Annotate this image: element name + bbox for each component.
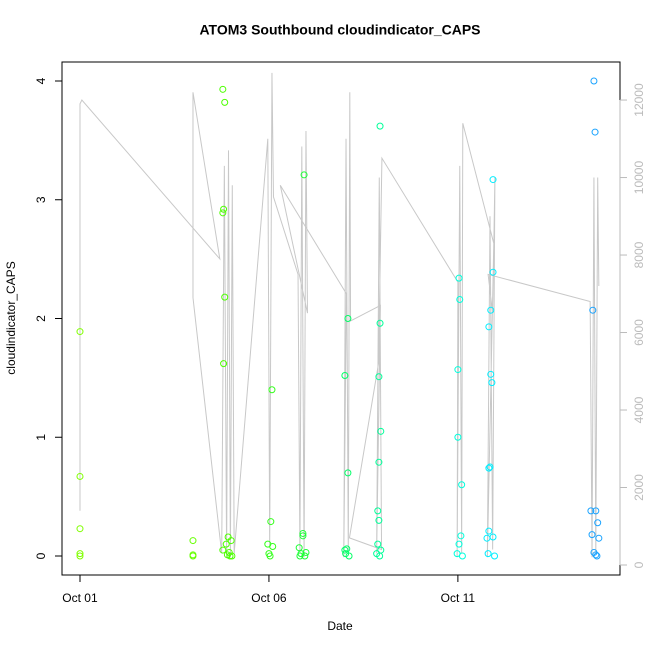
point xyxy=(457,532,465,540)
point xyxy=(590,77,598,85)
point xyxy=(268,386,276,394)
point xyxy=(221,98,229,106)
point xyxy=(377,427,385,435)
point xyxy=(76,525,84,533)
y-tick-label: 3 xyxy=(34,196,48,203)
point xyxy=(376,552,384,560)
point xyxy=(454,433,462,441)
y-tick-label: 4 xyxy=(34,77,48,84)
point xyxy=(341,372,349,379)
point xyxy=(589,306,597,314)
point xyxy=(343,545,351,553)
point xyxy=(76,550,84,558)
point xyxy=(227,537,235,545)
point xyxy=(455,540,463,548)
point xyxy=(592,551,600,559)
point xyxy=(485,323,493,331)
point xyxy=(345,552,353,560)
point xyxy=(591,128,599,136)
y-tick-label: 1 xyxy=(34,434,48,441)
point xyxy=(219,546,227,554)
point xyxy=(454,366,462,374)
point xyxy=(189,537,197,545)
point xyxy=(295,544,303,552)
point xyxy=(375,516,383,524)
point xyxy=(486,463,494,471)
point xyxy=(374,507,382,515)
point xyxy=(296,552,304,560)
point xyxy=(487,306,495,314)
point xyxy=(266,552,274,560)
y-axis-label: cloudindicator_CAPS xyxy=(4,261,18,374)
y2-tick-label: 0 xyxy=(632,561,646,568)
point xyxy=(485,527,493,535)
point xyxy=(458,552,466,560)
point xyxy=(219,209,227,217)
point xyxy=(491,552,499,560)
point xyxy=(588,531,596,539)
x-tick-label: Oct 11 xyxy=(441,591,476,605)
point xyxy=(228,552,236,560)
x-tick-label: Oct 06 xyxy=(251,591,287,605)
point xyxy=(489,268,497,276)
point xyxy=(374,540,382,548)
point xyxy=(593,552,601,560)
point xyxy=(344,315,352,322)
point xyxy=(489,176,497,184)
point xyxy=(221,293,229,301)
point xyxy=(484,550,492,558)
line xyxy=(79,72,600,558)
point xyxy=(594,519,602,527)
point xyxy=(269,543,277,550)
point xyxy=(592,507,600,515)
point xyxy=(267,518,275,526)
y2-tick-label: 8000 xyxy=(632,241,646,268)
x-axis-label: Date xyxy=(327,619,353,633)
point xyxy=(375,458,383,466)
y-tick-label: 2 xyxy=(34,315,48,322)
point xyxy=(189,552,197,560)
point xyxy=(488,379,496,387)
point xyxy=(458,481,466,489)
chart-title: ATOM3 Southbound cloudindicator_CAPS xyxy=(199,22,480,38)
point xyxy=(485,464,493,472)
point xyxy=(76,552,84,560)
point xyxy=(595,534,603,542)
point xyxy=(456,296,464,303)
point xyxy=(487,370,495,378)
y2-tick-label: 2000 xyxy=(632,474,646,501)
point xyxy=(76,472,84,480)
point xyxy=(483,534,491,542)
y-tick-label: 0 xyxy=(34,552,48,559)
point xyxy=(344,469,352,477)
point xyxy=(455,274,463,282)
point xyxy=(299,529,307,537)
point xyxy=(376,122,384,130)
y2-tick-label: 4000 xyxy=(632,396,646,423)
point xyxy=(219,85,227,93)
point xyxy=(220,360,228,368)
point xyxy=(299,532,307,540)
point xyxy=(300,171,308,179)
point xyxy=(375,373,383,381)
x-tick-label: Oct 01 xyxy=(62,591,98,605)
point xyxy=(376,319,384,327)
point xyxy=(220,205,228,213)
y2-tick-label: 6000 xyxy=(632,319,646,346)
point xyxy=(301,552,309,560)
point xyxy=(226,552,234,560)
point xyxy=(76,328,84,336)
point xyxy=(302,548,310,556)
point xyxy=(222,540,230,548)
plot-box xyxy=(61,61,621,576)
point xyxy=(341,546,349,554)
point xyxy=(587,507,595,515)
y2-tick-label: 10000 xyxy=(632,161,646,195)
y2-tick-label: 12000 xyxy=(632,83,646,117)
